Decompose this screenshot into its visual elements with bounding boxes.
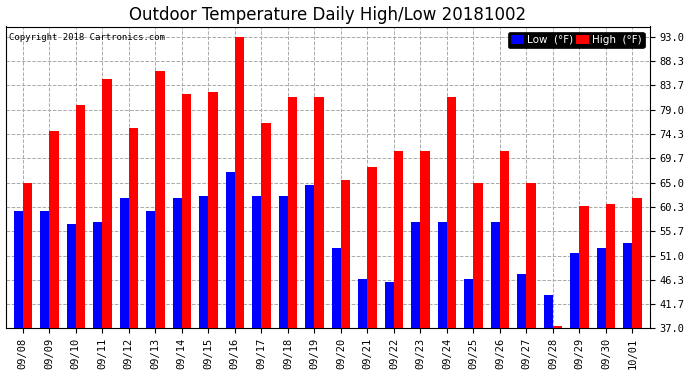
Text: Copyright 2018 Cartronics.com: Copyright 2018 Cartronics.com [9, 33, 165, 42]
Bar [66, 224, 76, 328]
Bar [526, 183, 535, 328]
Bar [518, 274, 526, 328]
Bar [464, 279, 473, 328]
Bar [633, 198, 642, 328]
Bar [332, 248, 341, 328]
Bar [420, 152, 430, 328]
Bar [199, 196, 208, 328]
Bar [129, 128, 138, 328]
Bar [358, 279, 367, 328]
Bar [623, 243, 633, 328]
Bar [305, 185, 315, 328]
Bar [437, 222, 447, 328]
Bar [40, 211, 49, 328]
Bar [315, 97, 324, 328]
Bar [14, 211, 23, 328]
Bar [279, 196, 288, 328]
Bar [447, 97, 456, 328]
Bar [597, 248, 606, 328]
Bar [23, 183, 32, 328]
Bar [606, 204, 615, 328]
Bar [49, 130, 59, 328]
Bar [182, 94, 191, 328]
Bar [570, 253, 580, 328]
Bar [235, 37, 244, 328]
Bar [76, 105, 85, 328]
Bar [544, 295, 553, 328]
Bar [384, 282, 394, 328]
Bar [341, 180, 350, 328]
Bar [252, 196, 262, 328]
Bar [491, 222, 500, 328]
Bar [226, 172, 235, 328]
Bar [93, 222, 102, 328]
Bar [553, 326, 562, 328]
Bar [411, 222, 420, 328]
Bar [146, 211, 155, 328]
Bar [262, 123, 270, 328]
Bar [580, 206, 589, 328]
Bar [367, 167, 377, 328]
Bar [155, 71, 165, 328]
Title: Outdoor Temperature Daily High/Low 20181002: Outdoor Temperature Daily High/Low 20181… [129, 6, 526, 24]
Bar [473, 183, 483, 328]
Bar [394, 152, 403, 328]
Bar [208, 92, 217, 328]
Legend: Low  (°F), High  (°F): Low (°F), High (°F) [508, 32, 644, 48]
Bar [172, 198, 182, 328]
Bar [119, 198, 129, 328]
Bar [102, 79, 112, 328]
Bar [500, 152, 509, 328]
Bar [288, 97, 297, 328]
